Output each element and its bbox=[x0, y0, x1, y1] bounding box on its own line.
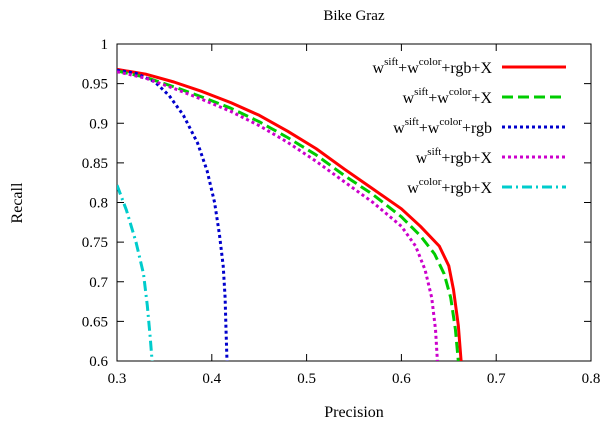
y-tick-label: 0.95 bbox=[82, 77, 108, 93]
y-tick-label: 0.75 bbox=[82, 235, 108, 251]
x-tick-label: 0.3 bbox=[108, 371, 127, 387]
series-line-2 bbox=[117, 69, 460, 361]
x-tick-label: 0.7 bbox=[487, 371, 506, 387]
y-tick-label: 0.7 bbox=[89, 275, 108, 291]
legend-label-1: wsift+wcolor+rgb+X bbox=[373, 56, 493, 77]
y-tick-label: 0.65 bbox=[82, 314, 108, 330]
legend-label-3: wsift+wcolor+rgb bbox=[393, 116, 492, 137]
x-tick-label: 0.4 bbox=[202, 371, 221, 387]
y-axis-title: Recall bbox=[9, 182, 26, 223]
series-line-3 bbox=[117, 68, 229, 361]
x-tick-label: 0.6 bbox=[392, 371, 411, 387]
legend-label-5: wcolor+rgb+X bbox=[407, 176, 492, 197]
series-line-5 bbox=[117, 184, 154, 361]
series-lines bbox=[117, 67, 463, 361]
series-line-1 bbox=[117, 67, 463, 361]
legend-label-4: wsift+rgb+X bbox=[416, 146, 493, 167]
x-tick-label: 0.8 bbox=[582, 371, 601, 387]
legend-label-2: wsift+wcolor+X bbox=[403, 86, 493, 107]
series-line-4 bbox=[117, 70, 439, 361]
y-tick-label: 0.85 bbox=[82, 156, 108, 172]
chart-title: Bike Graz bbox=[323, 8, 385, 24]
y-tick-label: 0.9 bbox=[89, 116, 108, 132]
y-tick-label: 0.6 bbox=[89, 354, 108, 370]
y-tick-label: 1 bbox=[101, 37, 109, 53]
legend: wsift+wcolor+rgb+X wsift+wcolor+X wsift+wc… bbox=[373, 56, 566, 197]
y-tick-label: 0.8 bbox=[89, 196, 108, 212]
axis-ticks: 0.3 0.4 0.5 0.6 0.7 0.8 0.6 0.65 0.7 0.75 0.8 0.85 0… bbox=[82, 37, 601, 387]
x-tick-label: 0.5 bbox=[297, 371, 316, 387]
x-axis-title: Precision bbox=[324, 404, 384, 421]
